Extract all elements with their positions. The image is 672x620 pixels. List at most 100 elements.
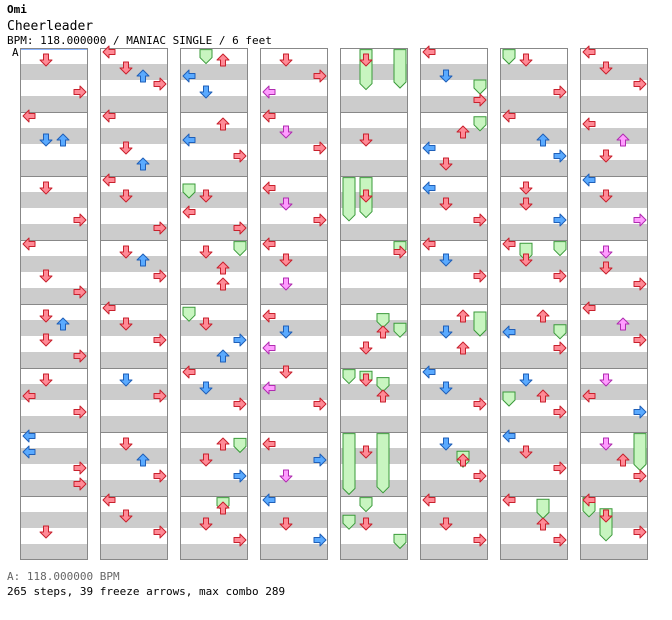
measure-stripe — [500, 448, 568, 464]
arrow-note-down — [359, 189, 373, 203]
measure-stripe — [500, 384, 568, 400]
freeze-arrow — [393, 49, 407, 89]
arrow-note-down — [119, 61, 133, 75]
arrow-note-down — [519, 197, 533, 211]
arrow-note-right — [473, 269, 487, 283]
measure-stripe — [340, 128, 408, 144]
freeze-arrow — [342, 177, 356, 222]
chart-column — [340, 48, 408, 560]
arrow-note-left — [262, 341, 276, 355]
measure-stripe — [420, 96, 488, 112]
measure-stripe — [340, 192, 408, 208]
measure-stripe — [580, 128, 648, 144]
measure-stripe — [580, 288, 648, 304]
arrow-note-right — [73, 461, 87, 475]
arrow-note-down — [199, 189, 213, 203]
freeze-arrow — [342, 433, 356, 496]
arrow-note-down — [279, 517, 293, 531]
arrow-note-down — [199, 517, 213, 531]
arrow-note-down — [519, 373, 533, 387]
measure-stripe — [100, 64, 168, 80]
arrow-note-up — [536, 389, 550, 403]
chart-column — [100, 48, 168, 560]
arrow-note-down — [39, 133, 53, 147]
arrow-note-left — [422, 365, 436, 379]
measure-stripe — [580, 512, 648, 528]
measure-stripe — [340, 64, 408, 80]
measure-stripe — [420, 448, 488, 464]
measure-stripe — [260, 96, 328, 112]
arrow-note-right — [553, 149, 567, 163]
measure-stripe — [100, 448, 168, 464]
arrow-note-up — [216, 437, 230, 451]
freeze-arrow — [502, 49, 516, 65]
arrow-note-down — [599, 437, 613, 451]
arrow-note-left — [102, 45, 116, 59]
chart-column — [500, 48, 568, 560]
arrow-note-down — [439, 325, 453, 339]
arrow-note-down — [119, 509, 133, 523]
arrow-note-right — [633, 213, 647, 227]
arrow-note-right — [233, 397, 247, 411]
arrow-note-left — [422, 45, 436, 59]
arrow-note-left — [102, 109, 116, 123]
arrow-note-down — [119, 141, 133, 155]
arrow-note-left — [502, 237, 516, 251]
arrow-note-left — [182, 365, 196, 379]
arrow-note-right — [313, 69, 327, 83]
arrow-note-right — [153, 333, 167, 347]
measure-stripe — [580, 448, 648, 464]
measure-stripe — [20, 224, 88, 240]
arrow-note-left — [502, 109, 516, 123]
arrow-note-up — [536, 309, 550, 323]
arrow-note-up — [456, 341, 470, 355]
arrow-note-left — [102, 173, 116, 187]
freeze-arrow — [473, 311, 487, 337]
measure-stripe — [500, 256, 568, 272]
arrow-note-down — [599, 61, 613, 75]
arrow-note-right — [313, 533, 327, 547]
freeze-arrow — [376, 377, 390, 393]
freeze-arrow — [342, 369, 356, 385]
arrow-note-down — [279, 125, 293, 139]
arrow-note-down — [279, 253, 293, 267]
arrow-note-up — [136, 69, 150, 83]
measure-stripe — [180, 480, 248, 496]
arrow-note-down — [119, 373, 133, 387]
arrow-note-down — [599, 245, 613, 259]
measure-stripe — [20, 192, 88, 208]
arrow-note-down — [199, 85, 213, 99]
measure-stripe — [580, 96, 648, 112]
arrow-note-left — [102, 301, 116, 315]
arrow-note-down — [599, 149, 613, 163]
arrow-note-right — [553, 461, 567, 475]
measure-stripe — [500, 192, 568, 208]
arrow-note-left — [502, 325, 516, 339]
measure-stripe — [260, 544, 328, 560]
chart-column — [180, 48, 248, 560]
measure-stripe — [420, 416, 488, 432]
measure-stripe — [260, 512, 328, 528]
measure-stripe — [20, 128, 88, 144]
arrow-note-left — [422, 181, 436, 195]
arrow-note-down — [39, 269, 53, 283]
arrow-note-down — [199, 245, 213, 259]
measure-stripe — [20, 256, 88, 272]
arrow-note-down — [519, 53, 533, 67]
arrow-note-right — [153, 469, 167, 483]
freeze-arrow — [473, 116, 487, 132]
measure-stripe — [180, 224, 248, 240]
arrow-note-up — [456, 125, 470, 139]
measure-stripe — [260, 128, 328, 144]
step-stats: 265 steps, 39 freeze arrows, max combo 2… — [7, 585, 286, 598]
measure-stripe — [580, 64, 648, 80]
arrow-note-up — [376, 325, 390, 339]
measure-stripe — [100, 128, 168, 144]
arrow-note-down — [519, 445, 533, 459]
measure-stripe — [340, 352, 408, 368]
arrow-note-up — [136, 253, 150, 267]
measure-stripe — [340, 448, 408, 464]
freeze-arrow — [199, 49, 213, 65]
arrow-note-up — [136, 157, 150, 171]
arrow-note-down — [119, 245, 133, 259]
